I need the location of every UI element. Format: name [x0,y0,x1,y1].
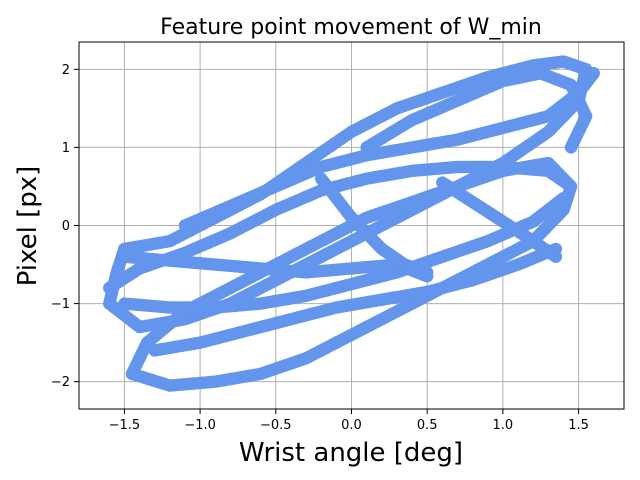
y-tick-label: 1 [62,141,70,156]
y-axis-ticks: −2 −1 0 1 2 [51,63,79,390]
y-axis-label: Pixel [px] [13,166,43,287]
data-point [564,180,578,193]
x-tick-label: −0.5 [260,418,292,433]
y-tick-label: −1 [51,297,70,312]
data-point [564,141,578,154]
x-tick-label: 0.5 [417,418,438,433]
x-tick-label: 1.5 [568,418,589,433]
x-tick-label: −1.0 [184,418,216,433]
data-point [587,67,600,80]
x-axis-ticks: −1.5 −1.0 −0.5 0.0 0.5 1.0 1.5 [109,409,589,433]
x-tick-label: 1.0 [493,418,514,433]
data-point [420,266,434,279]
y-tick-label: −2 [51,375,70,390]
x-axis-label: Wrist angle [deg] [239,438,463,468]
data-point [125,367,139,381]
chart-title: Feature point movement of W_min [160,15,542,40]
y-tick-label: 2 [62,63,70,78]
y-tick-label: 0 [62,219,70,234]
data-point [557,191,570,205]
data-points [103,55,600,392]
x-tick-label: 0.0 [341,418,362,433]
x-tick-label: −1.5 [109,418,141,433]
data-point [549,250,563,263]
